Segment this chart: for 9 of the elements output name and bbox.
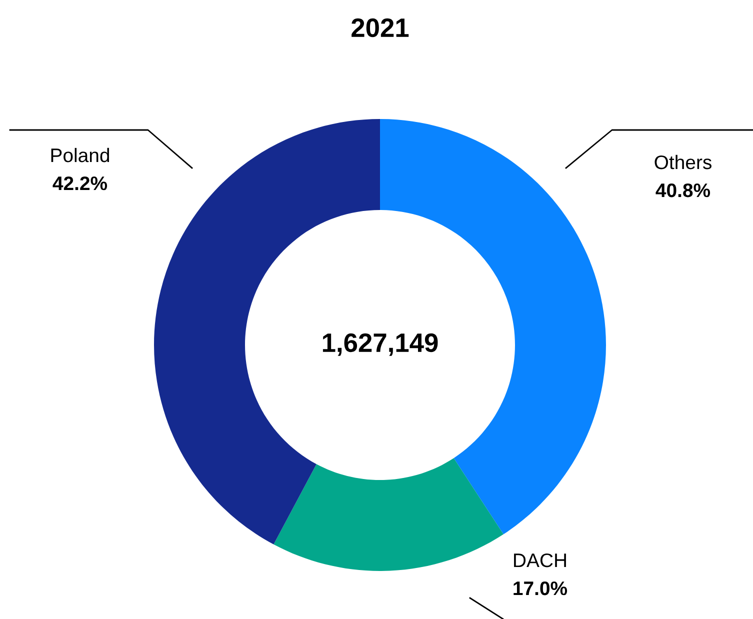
chart-title: 2021 xyxy=(352,18,409,38)
data-label: 17.0% xyxy=(514,581,568,596)
slice-label: Poland xyxy=(51,148,110,162)
text: 1,627,149 xyxy=(322,333,438,356)
data-label: 42.2% xyxy=(52,176,108,190)
slice-label: DACH xyxy=(514,553,566,568)
data-label: 40.8% xyxy=(656,183,710,198)
slice-label: Others xyxy=(654,154,712,170)
donut-slice xyxy=(274,458,504,571)
